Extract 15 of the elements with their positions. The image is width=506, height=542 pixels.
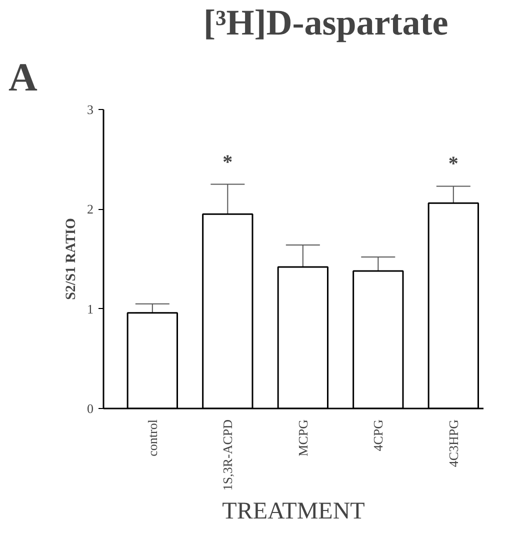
text: A xyxy=(8,54,38,100)
y-tick-label: 0 xyxy=(87,401,94,416)
y-tick-label: 2 xyxy=(87,202,94,217)
chart-title: [³H]D-aspartate xyxy=(204,2,448,42)
annotation: * xyxy=(448,153,458,176)
x-tick-label: control xyxy=(144,419,160,456)
x-tick-label: MCPG xyxy=(295,419,310,456)
x-axis-title: TREATMENT xyxy=(222,498,366,525)
x-tick-label: 4CPG xyxy=(370,419,386,452)
annotation: * xyxy=(222,151,233,174)
x-tick-label: 4C3HPG xyxy=(446,419,461,468)
y-axis-title: S2/S1 RATIO xyxy=(64,218,79,300)
y-tick-label: 1 xyxy=(87,301,94,316)
x-tick-label: 1S,3R-ACPD xyxy=(220,419,236,491)
y-tick-label: 3 xyxy=(87,102,94,117)
